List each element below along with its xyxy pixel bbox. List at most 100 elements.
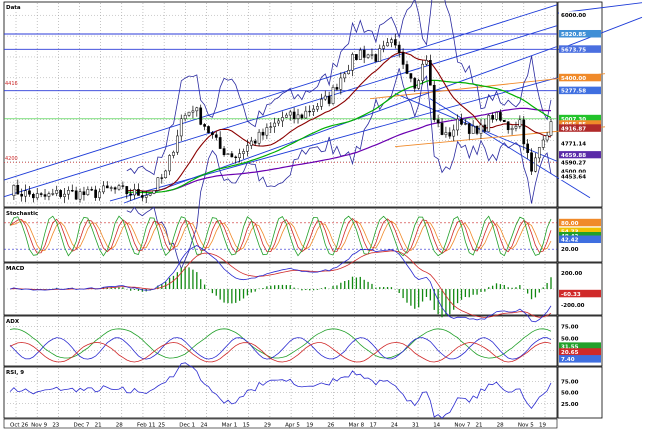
candle-body-52 [211,132,214,135]
rsi-title: RSI, 9 [6,370,24,376]
macd-value-label-bg-1 [559,289,601,298]
candle-body-53 [214,134,218,138]
x-tick-label-0: Oct 26 [10,423,29,429]
candle-body-89 [355,54,358,60]
candle-body-25 [105,185,109,189]
candle-body-19 [82,191,86,195]
candle-body-119 [471,125,475,134]
candle-body-124 [491,115,494,120]
price-value-label-bg-5 [559,114,601,123]
x-tick-label-24: Nov 5 [518,423,534,429]
candle-body-105 [417,80,421,89]
adx-plus-di [9,337,552,360]
candle-body-131 [518,119,522,127]
candle-body-44 [179,118,183,137]
candle-body-106 [421,63,424,81]
candle-body-56 [226,153,230,156]
price-title: Data [6,5,21,11]
candle-body-8 [39,193,43,195]
x-tick-label-17: 17 [370,423,377,429]
stoch-slow [9,220,552,252]
macd-value-label-bg-0 [559,269,601,277]
macd-value-label-0: 200.00 [561,271,582,277]
price-value-label-bg-3 [559,73,601,82]
candle-body-26 [109,187,113,189]
candle-body-83 [331,87,335,104]
candle-body-121 [479,124,483,134]
adx-value-label-3: 20.65 [561,350,579,356]
stoch-value-label-3: 42.42 [561,238,579,244]
ma-mid-green [126,79,552,194]
candle-body-55 [222,148,226,156]
rsi-value-label-bg-0 [559,377,601,385]
candle-body-117 [464,123,467,125]
candle-body-86 [343,73,347,79]
candle-body-122 [483,124,487,132]
price-value-label-bg-7 [559,124,601,132]
bollinger-lower [126,68,552,270]
adx-value-label-bg-2 [559,342,601,350]
price-value-label-9: 4659.88 [561,153,586,159]
candle-body-84 [335,87,339,90]
price-value-label-8: 4771.14 [561,141,586,147]
stoch-title-bg [5,209,31,216]
candle-body-45 [183,115,187,120]
candle-body-66 [265,127,269,136]
candle-body-134 [530,152,533,172]
candle-body-17 [74,190,78,200]
candle-body-14 [63,193,66,197]
candle-body-108 [428,60,432,86]
candle-body-97 [386,42,389,47]
candle-body-96 [382,45,385,49]
channel-line-2 [109,77,558,202]
candle-body-24 [102,185,105,193]
candle-body-120 [475,125,479,134]
candle-body-118 [467,123,471,134]
candle-body-43 [176,135,179,153]
candle-body-11 [51,193,55,195]
candle-body-34 [140,195,144,198]
candle-body-59 [238,153,241,159]
candle-body-94 [374,54,378,62]
candle-body-91 [362,49,366,58]
rsi-value-label-1: 50.00 [561,391,579,397]
candle-body-4 [24,190,27,197]
candle-body-35 [144,195,148,198]
x-tick-label-12: 29 [264,423,271,429]
candle-body-107 [425,60,428,65]
left-label-0: 4416 [5,81,18,87]
adx-line [9,328,552,359]
candle-body-135 [534,157,537,172]
candle-body-90 [358,49,362,60]
candle-body-81 [323,95,327,100]
candle-body-48 [195,107,199,112]
candle-body-47 [191,110,195,113]
price-value-label-5: 5007.30 [561,117,586,123]
candle-body-12 [55,190,59,194]
candle-body-136 [537,147,541,159]
price-title-bg [5,3,19,10]
adx-value-label-4: 7.40 [561,357,575,363]
price-value-label-0: 6000.00 [561,13,586,19]
candle-body-109 [432,84,436,120]
candle-body-38 [156,177,160,191]
candle-body-42 [172,151,175,156]
candle-body-31 [129,193,133,196]
candle-body-15 [67,190,70,195]
stoch-title: Stochastic [6,211,38,217]
rsi-value-label-0: 75.00 [561,379,579,385]
x-tick-label-22: 21 [476,423,483,429]
candle-body-132 [522,119,526,145]
x-tick-label-4: 21 [95,423,102,429]
price-value-label-bg-9 [559,151,601,159]
candle-body-74 [296,114,300,119]
macd-title-bg [5,264,23,271]
candle-body-101 [401,52,405,65]
price-value-label-bg-8 [559,139,601,147]
macd-line [9,245,552,323]
adx-value-label-1: 50.00 [561,337,579,343]
candle-body-49 [199,107,203,125]
candle-body-103 [409,73,413,79]
stoch-d [9,218,552,254]
price-value-label-1: 5820.85 [561,32,586,38]
